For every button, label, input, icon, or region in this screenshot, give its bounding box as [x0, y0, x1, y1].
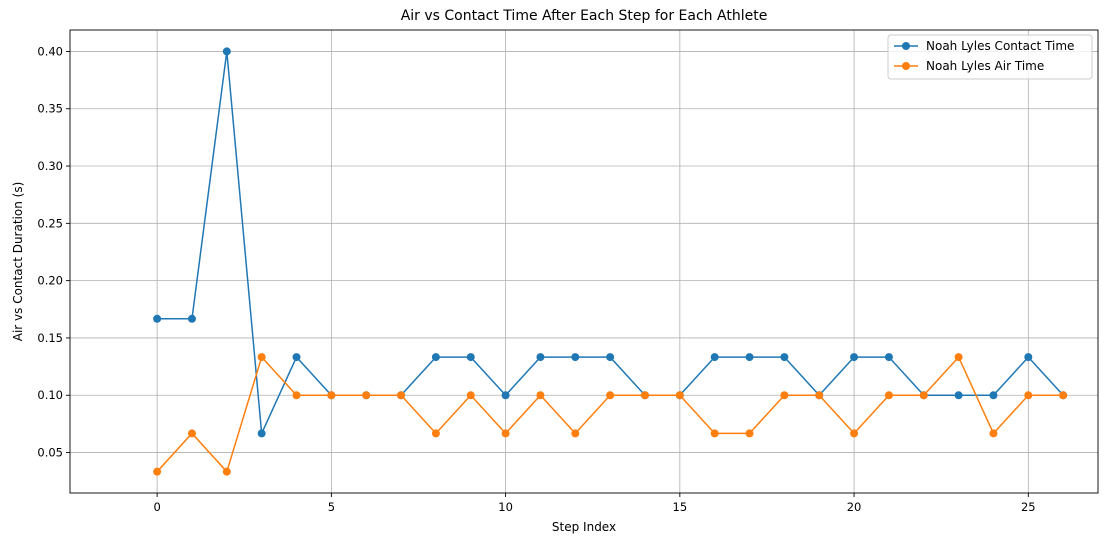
- x-tick-label: 0: [153, 500, 160, 514]
- data-point: [431, 429, 440, 438]
- data-point: [536, 353, 545, 362]
- data-point: [640, 391, 649, 400]
- data-point: [780, 391, 789, 400]
- data-point: [257, 429, 266, 438]
- data-point: [187, 314, 196, 323]
- data-point: [362, 391, 371, 400]
- series-layer: [153, 47, 1068, 476]
- data-point: [536, 391, 545, 400]
- data-point: [222, 47, 231, 56]
- y-tick-label: 0.15: [37, 331, 63, 345]
- data-point: [606, 391, 615, 400]
- data-point: [466, 391, 475, 400]
- legend-entry-air: Noah Lyles Air Time: [894, 59, 1044, 73]
- x-axis: 0 5 10 15 20 25: [153, 493, 1036, 514]
- data-point: [431, 353, 440, 362]
- legend-swatch-marker: [902, 62, 910, 70]
- x-tick-label: 15: [673, 500, 688, 514]
- y-tick-label: 0.40: [37, 44, 63, 58]
- x-tick-label: 5: [328, 500, 335, 514]
- data-point: [153, 314, 162, 323]
- data-point: [884, 353, 893, 362]
- plot-frame: [69, 29, 1099, 494]
- data-point: [850, 353, 859, 362]
- data-point: [397, 391, 406, 400]
- y-tick-label: 0.25: [37, 216, 63, 230]
- data-point: [745, 429, 754, 438]
- data-point: [1024, 353, 1033, 362]
- data-point: [954, 353, 963, 362]
- data-point: [954, 391, 963, 400]
- data-point: [571, 429, 580, 438]
- x-tick-label: 25: [1021, 500, 1036, 514]
- data-point: [153, 467, 162, 476]
- data-point: [187, 429, 196, 438]
- chart-title: Air vs Contact Time After Each Step for …: [401, 8, 768, 24]
- data-point: [884, 391, 893, 400]
- data-point: [815, 391, 824, 400]
- legend-label-contact-time: Noah Lyles Contact Time: [926, 39, 1074, 53]
- grid: [70, 30, 1098, 493]
- y-tick-label: 0.20: [37, 274, 63, 288]
- legend-swatch-marker: [902, 42, 910, 50]
- data-point: [466, 353, 475, 362]
- data-point: [501, 429, 510, 438]
- data-point: [501, 391, 510, 400]
- data-point: [606, 353, 615, 362]
- data-point: [1024, 391, 1033, 400]
- data-point: [675, 391, 684, 400]
- y-tick-label: 0.35: [37, 102, 63, 116]
- data-point: [571, 353, 580, 362]
- legend: Noah Lyles Contact Time Noah Lyles Air T…: [887, 34, 1093, 80]
- data-point: [989, 429, 998, 438]
- series-air-time: [153, 353, 1068, 476]
- legend-box: [887, 34, 1093, 80]
- y-tick-label: 0.05: [37, 446, 63, 460]
- data-point: [1059, 391, 1068, 400]
- data-point: [780, 353, 789, 362]
- x-axis-label: Step Index: [552, 520, 616, 534]
- legend-label-air-time: Noah Lyles Air Time: [926, 59, 1044, 73]
- y-axis-label: Air vs Contact Duration (s): [11, 182, 25, 342]
- y-tick-label: 0.30: [37, 159, 63, 173]
- data-point: [292, 353, 301, 362]
- data-point: [327, 391, 336, 400]
- data-point: [222, 467, 231, 476]
- y-tick-label: 0.10: [37, 388, 63, 402]
- x-tick-label: 20: [847, 500, 862, 514]
- x-tick-label: 10: [498, 500, 513, 514]
- data-point: [919, 391, 928, 400]
- data-point: [292, 391, 301, 400]
- data-point: [989, 391, 998, 400]
- data-point: [850, 429, 859, 438]
- data-point: [745, 353, 754, 362]
- data-point: [710, 429, 719, 438]
- y-axis: 0.05 0.10 0.15 0.20 0.25 0.30 0.35 0.40: [37, 44, 70, 460]
- data-point: [710, 353, 719, 362]
- data-point: [257, 353, 266, 362]
- legend-entry-contact: Noah Lyles Contact Time: [894, 39, 1074, 53]
